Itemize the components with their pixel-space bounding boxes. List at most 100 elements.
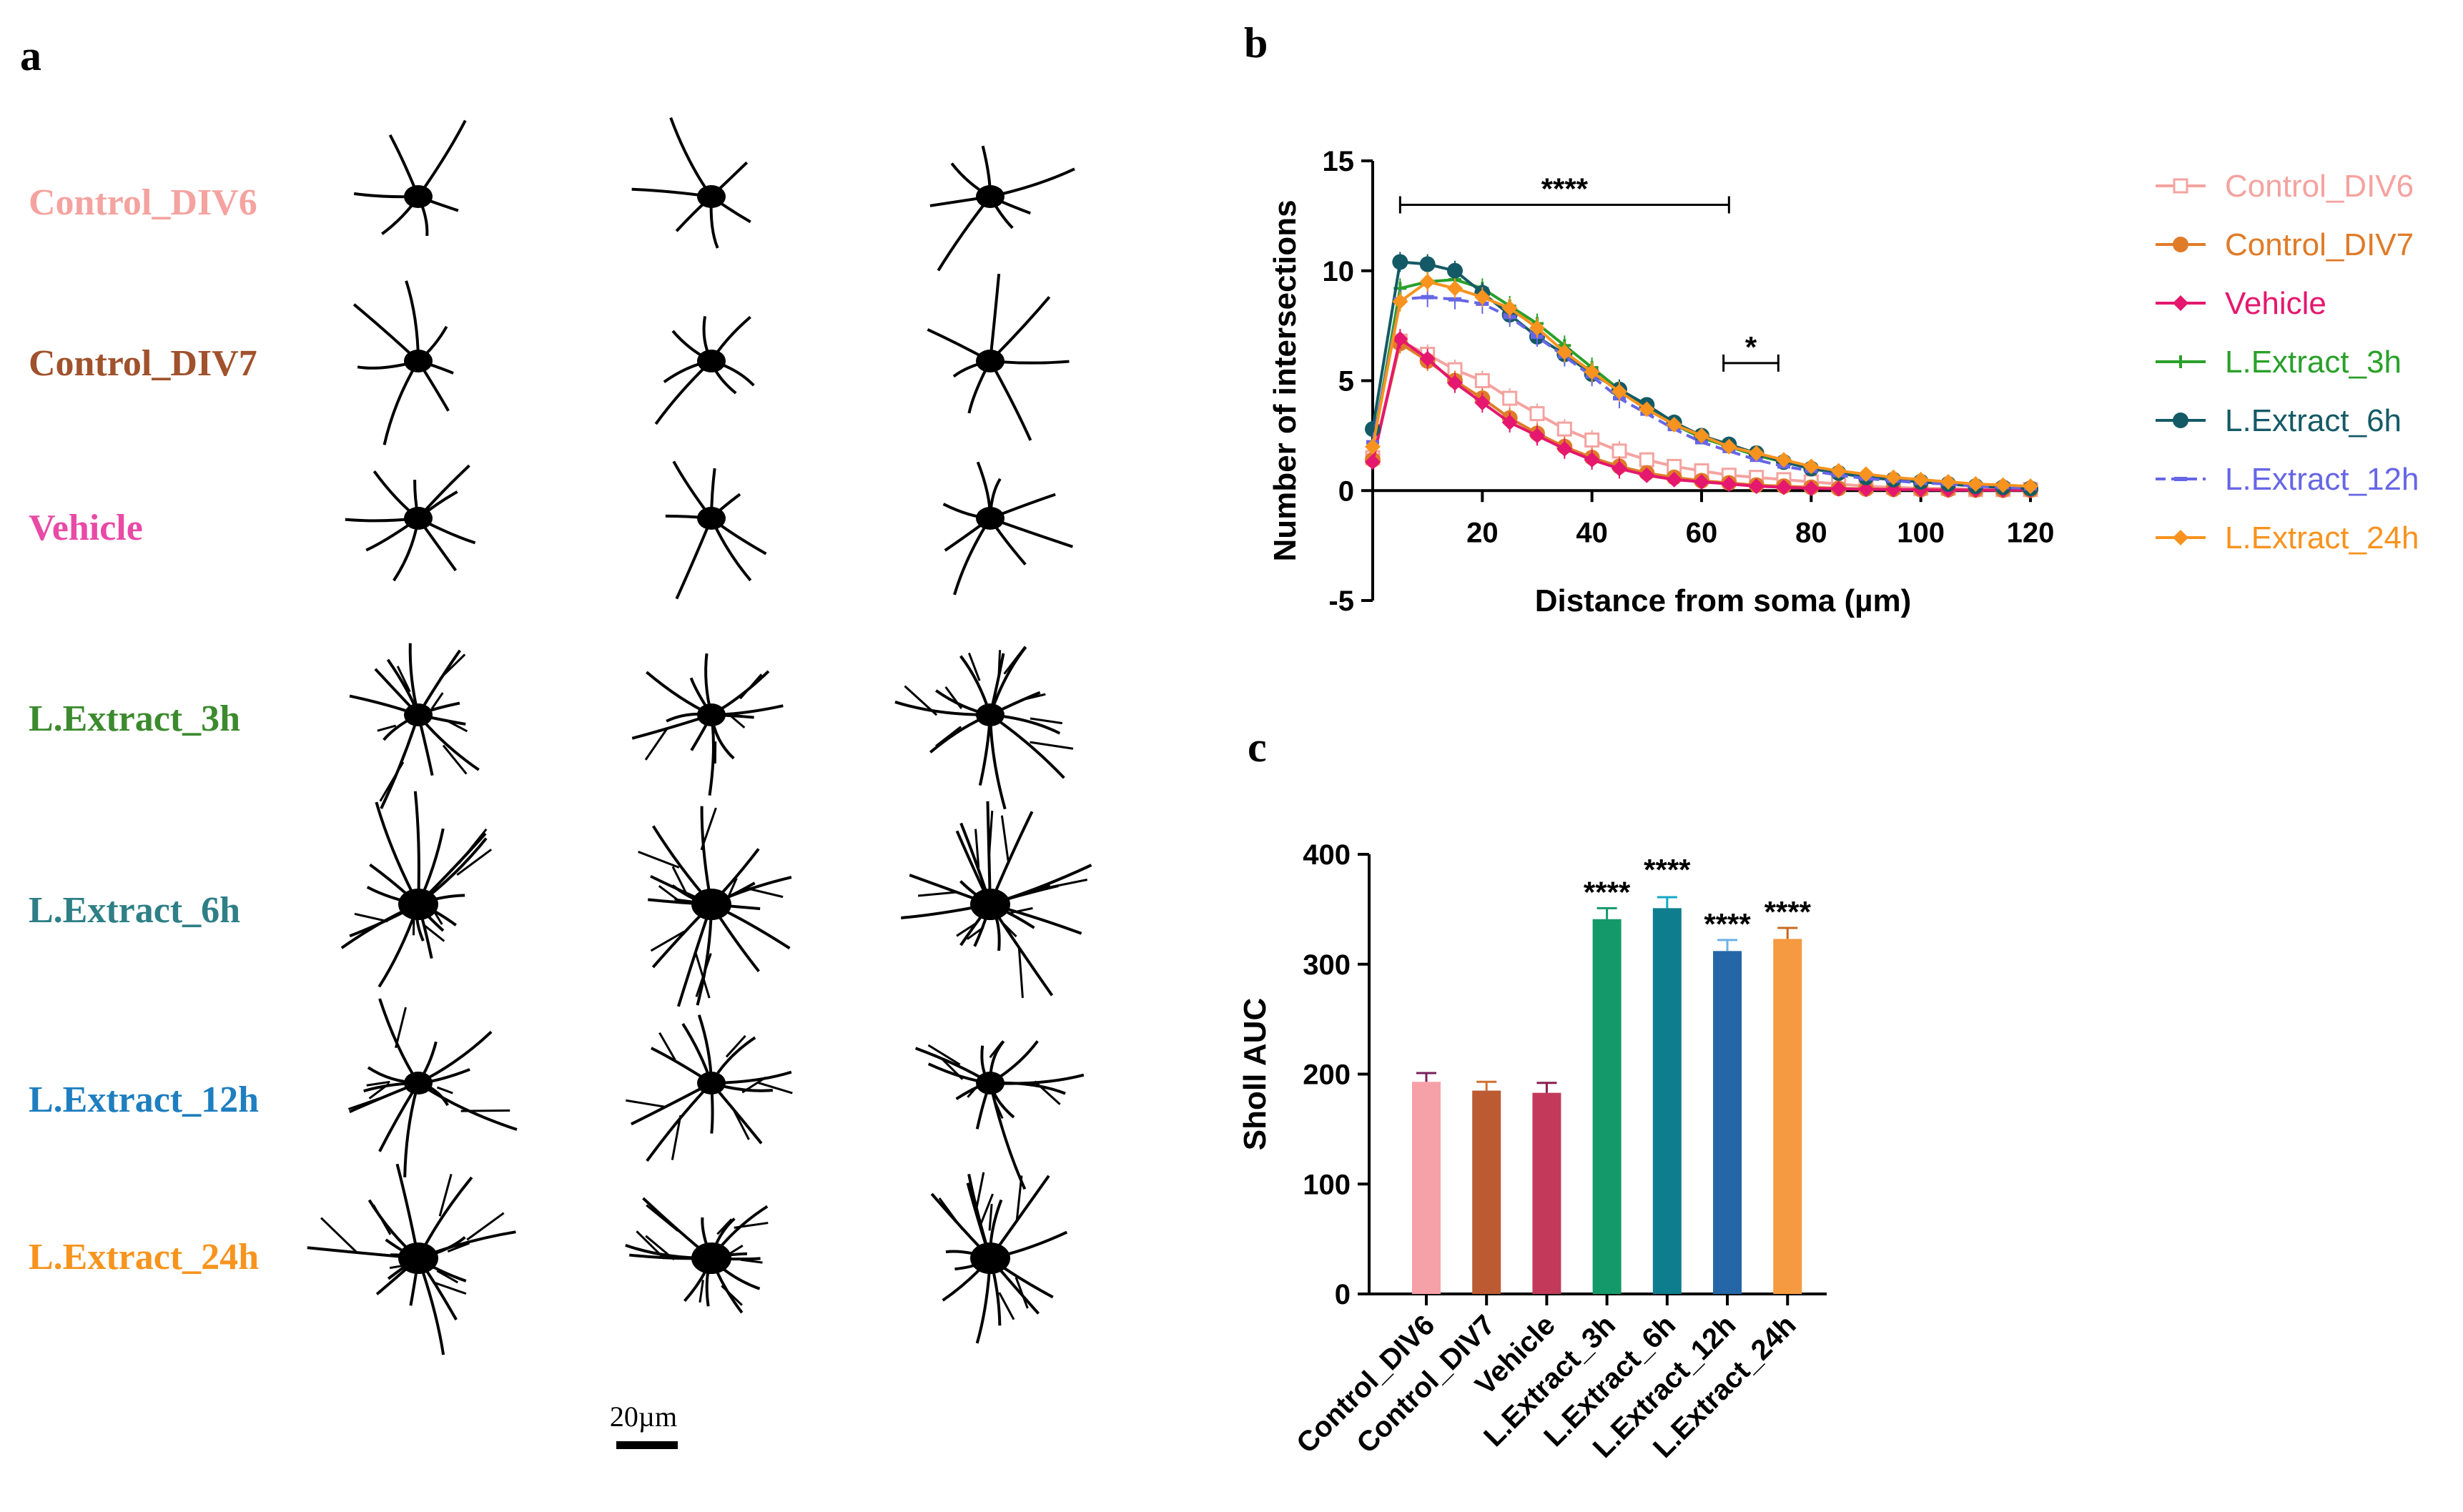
legend-label: Control_DIV7 [2225, 227, 2414, 262]
dendrite-branch [658, 1032, 676, 1061]
data-point [1448, 297, 1461, 302]
neuron [929, 145, 1075, 272]
series-line [1371, 278, 2031, 489]
data-point [1474, 289, 1491, 305]
dendrite-branch [671, 1115, 682, 1160]
data-point [2173, 412, 2188, 428]
data-point [1501, 300, 1518, 317]
dendrite-branch [396, 666, 411, 693]
dendrite-branch [700, 807, 717, 851]
dendrite-branch [904, 685, 938, 716]
significance-label: **** [1764, 895, 1812, 929]
group-label: L.Extract_3h [29, 698, 240, 739]
series-Vehicle [1365, 329, 2038, 498]
data-point [1858, 466, 1874, 483]
x-tick-label: 120 [2007, 517, 2055, 548]
dendrite-branch [1010, 906, 1033, 914]
soma [976, 1072, 1005, 1095]
neuron [345, 464, 476, 582]
data-point [1721, 438, 1737, 455]
data-point [1584, 433, 1600, 448]
x-tick-label: 100 [1897, 517, 1945, 548]
dendrite-branch [674, 898, 694, 903]
data-point [1447, 262, 1463, 279]
neuron [626, 1014, 793, 1162]
dendrite-branch [458, 828, 488, 864]
dendrite-branch [988, 1204, 993, 1231]
dendrite [989, 714, 1007, 810]
series-Control_DIV7 [1365, 333, 2038, 498]
dendrite-branch [366, 1080, 390, 1087]
soma [404, 185, 433, 208]
data-point [1474, 395, 1491, 411]
neuron [631, 653, 784, 796]
neuron [638, 806, 792, 1007]
dendrite-branch [1030, 741, 1074, 750]
dendrite-branch [354, 912, 388, 923]
significance-label: **** [1584, 875, 1631, 909]
data-point [1419, 274, 1436, 290]
dendrite-branch [917, 891, 957, 897]
dendrite-branch [927, 1044, 961, 1066]
panel-b-letter: b [1244, 19, 1268, 66]
dendrite-branch [726, 877, 738, 899]
panel-a-group-labels: Control_DIV6 Control_DIV7 Vehicle L.Extr… [29, 182, 259, 1278]
dendrite-branch [935, 726, 962, 747]
dendrite-branch [1034, 1080, 1061, 1105]
significance-label: **** [1541, 172, 1589, 206]
dendrite-branch [987, 811, 994, 857]
group-label: L.Extract_12h [29, 1079, 259, 1120]
dendrite-branch [368, 1082, 390, 1100]
soma [697, 350, 726, 372]
data-point [1830, 480, 1847, 497]
data-point [2174, 477, 2187, 481]
neuron [894, 646, 1074, 810]
data-point [2023, 478, 2038, 495]
data-point [1666, 471, 1682, 488]
dendrite-branch [436, 1086, 453, 1095]
group-label: L.Extract_24h [29, 1237, 259, 1278]
data-point [1365, 454, 1381, 470]
data-point [1694, 428, 1709, 444]
data-point [1447, 280, 1463, 297]
group-label: Control_DIV7 [29, 343, 257, 384]
dendrite-branch [638, 851, 680, 869]
neuron [914, 1040, 1085, 1190]
bar [1472, 1090, 1501, 1294]
dendrite-branch [1021, 693, 1046, 701]
data-point [1584, 364, 1600, 380]
significance-label: **** [1644, 853, 1691, 886]
neuron [901, 801, 1092, 998]
data-point [1419, 350, 1436, 367]
dendrite [675, 518, 713, 600]
y-tick-label: 400 [1303, 839, 1351, 871]
legend-label: L.Extract_24h [2225, 520, 2419, 555]
neuron [340, 791, 493, 988]
data-point [1639, 401, 1655, 417]
soma [976, 507, 1005, 530]
neuron [942, 461, 1073, 596]
dendrite [403, 1082, 420, 1177]
series-L.Extract_3h [1366, 270, 2037, 494]
bar [1412, 1082, 1441, 1294]
neuron [352, 280, 454, 445]
neuron [631, 117, 751, 249]
dendrite-branch [436, 1270, 459, 1284]
bar [1652, 908, 1682, 1294]
data-point [2173, 295, 2188, 311]
data-point [2174, 355, 2187, 368]
soma [398, 1242, 438, 1274]
soma [691, 1242, 731, 1274]
dendrite [989, 360, 1032, 441]
scale-bar-label: 20µm [610, 1400, 677, 1433]
data-point [1968, 476, 1984, 493]
dendrite-branch [395, 1007, 407, 1049]
data-point [1639, 452, 1654, 468]
dendrite-branch [694, 951, 711, 999]
data-point [1721, 476, 1737, 493]
data-point [1556, 421, 1572, 437]
soma [976, 185, 1005, 208]
data-point [1529, 406, 1545, 422]
dendrite [352, 303, 420, 362]
